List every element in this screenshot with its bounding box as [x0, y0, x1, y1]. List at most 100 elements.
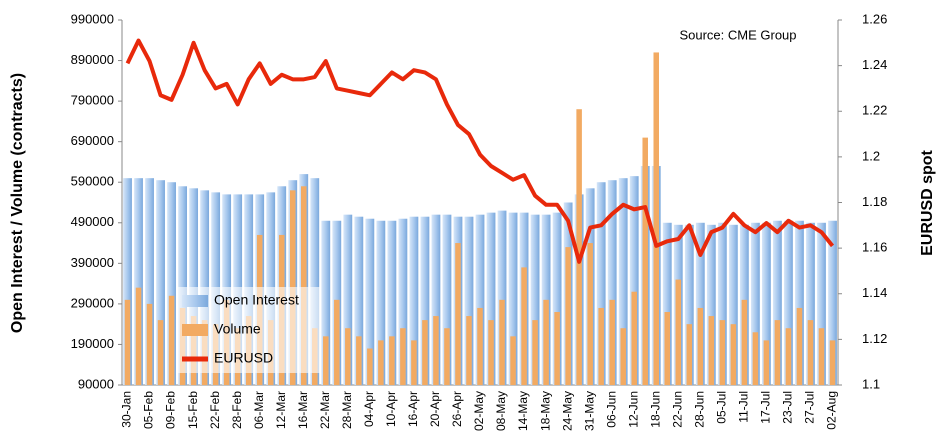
- x-tick-label: 16-Apr: [406, 391, 420, 427]
- y2-tick-label: 1.26: [862, 11, 887, 26]
- bar: [178, 186, 187, 385]
- x-tick-label: 04-Apr: [362, 391, 376, 427]
- bar: [785, 328, 792, 385]
- bar: [684, 224, 694, 385]
- bar: [123, 178, 132, 385]
- x-tick-label: 24-May: [560, 391, 574, 431]
- bar: [323, 336, 329, 385]
- bar: [596, 182, 606, 385]
- x-tick-label: 05-Jul: [715, 391, 729, 424]
- bar: [730, 324, 737, 385]
- bar: [817, 222, 826, 385]
- x-tick-label: 17-Jul: [759, 391, 773, 424]
- y-tick-label: 190000: [71, 336, 114, 351]
- source-note: Source: CME Group: [679, 27, 796, 42]
- x-tick-label: 31-May: [582, 391, 596, 431]
- bar: [124, 299, 131, 385]
- bar: [609, 299, 615, 385]
- x-tick-label: 08-May: [494, 391, 508, 431]
- x-tick-label: 06-Jun: [604, 391, 618, 428]
- bar: [488, 320, 494, 385]
- bar: [565, 247, 571, 385]
- bar: [134, 178, 143, 385]
- x-tick-label: 16-Mar: [296, 391, 310, 429]
- bar: [398, 218, 408, 385]
- y-tick-label: 690000: [71, 133, 114, 148]
- bar: [409, 216, 419, 385]
- bar: [378, 340, 384, 385]
- bar: [168, 295, 175, 385]
- y2-axis-title: EURUSD spot: [919, 149, 936, 255]
- legend-swatch: [182, 295, 208, 307]
- bar: [310, 178, 320, 385]
- x-tick-label: 15-Feb: [186, 391, 200, 429]
- bar: [422, 320, 428, 385]
- bar: [510, 336, 516, 385]
- bar: [400, 328, 406, 385]
- bar: [620, 328, 626, 385]
- bar: [499, 299, 505, 385]
- bar: [455, 243, 461, 385]
- y-tick-label: 90000: [78, 376, 114, 391]
- x-tick-label: 09-Feb: [164, 391, 178, 429]
- x-tick-label: 27-Jul: [803, 391, 817, 424]
- bar: [750, 222, 760, 385]
- x-tick-label: 02-Aug: [825, 391, 839, 430]
- bar: [367, 348, 373, 385]
- y-tick-label: 490000: [71, 214, 114, 229]
- bar: [774, 320, 781, 385]
- bar: [389, 336, 395, 385]
- bar: [828, 220, 837, 385]
- bar: [818, 328, 825, 385]
- bar: [618, 178, 628, 385]
- bar: [301, 186, 307, 385]
- y2-tick-label: 1.18: [862, 194, 887, 209]
- bar: [532, 320, 538, 385]
- legend-label: Open Interest: [214, 292, 299, 308]
- bar: [728, 224, 738, 385]
- bar: [719, 320, 726, 385]
- bar: [431, 214, 441, 385]
- y-axis-title: Open Interest / Volume (contracts): [9, 73, 26, 333]
- bar: [530, 214, 540, 385]
- bar: [784, 220, 793, 385]
- x-tick-label: 02-May: [472, 391, 486, 431]
- x-tick-label: 11-Jul: [737, 391, 751, 423]
- y-tick-label: 790000: [71, 93, 114, 108]
- bar: [686, 324, 693, 385]
- bar: [157, 320, 164, 385]
- bar: [135, 287, 142, 385]
- bar: [167, 182, 176, 385]
- bar: [444, 328, 450, 385]
- y-tick-label: 390000: [71, 255, 114, 270]
- bar: [497, 210, 507, 385]
- bar: [356, 336, 362, 385]
- bar: [387, 220, 397, 385]
- bar: [145, 178, 154, 385]
- y-tick-label: 890000: [71, 52, 114, 67]
- bar: [695, 222, 705, 385]
- x-tick-label: 28-Jun: [692, 391, 706, 428]
- x-tick-label: 26-Apr: [450, 391, 464, 427]
- bar: [521, 267, 527, 385]
- bar: [796, 307, 803, 385]
- y2-tick-label: 1.14: [862, 285, 887, 300]
- bar: [795, 220, 804, 385]
- bar: [554, 312, 560, 385]
- bar: [345, 328, 351, 385]
- bar: [156, 180, 165, 385]
- y2-tick-label: 1.1: [862, 376, 880, 391]
- bar: [420, 216, 430, 385]
- x-tick-label: 10-Apr: [384, 391, 398, 427]
- bar: [741, 299, 748, 385]
- x-tick-label: 06-Mar: [252, 391, 266, 429]
- x-tick-label: 28-Mar: [340, 391, 354, 429]
- bar: [475, 214, 485, 385]
- bar: [477, 307, 483, 385]
- x-tick-label: 28-Feb: [230, 391, 244, 429]
- bar: [365, 218, 375, 385]
- bar: [653, 52, 659, 385]
- bar: [675, 279, 682, 385]
- bar: [576, 109, 582, 385]
